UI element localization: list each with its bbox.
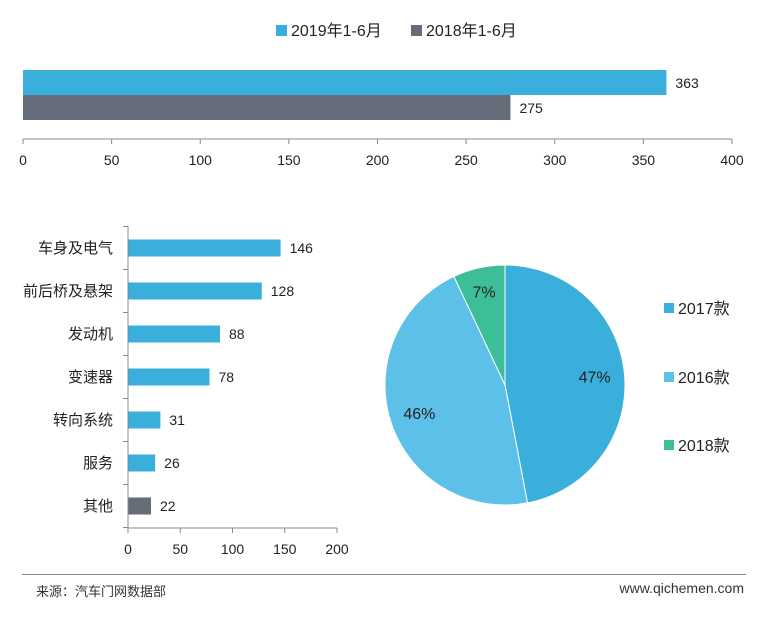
pie-label-0: 47% [579,370,611,387]
category-bar-0 [128,239,281,257]
category-label-0: 车身及电气 [38,240,113,257]
category-bar-4 [128,411,161,429]
category-value-3: 78 [219,369,235,385]
category-bar-1 [128,282,262,300]
category-label-2: 发动机 [68,326,113,343]
category-label-3: 变速器 [68,369,113,386]
footer-divider [22,574,746,575]
chart-canvas: 2019年1-6月 2018年1-6月 363 275 0 50 100 150 200 250 3… [19,22,744,557]
x-tick-label-3: 150 [277,152,301,168]
category-bar-5 [128,454,156,472]
category-label-1: 前后桥及悬架 [23,283,113,300]
category-bar-2 [128,325,220,343]
bar-0 [23,70,667,95]
x2-tick-label-3: 150 [273,541,297,557]
category-label-6: 其他 [83,498,113,515]
category-label-4: 转向系统 [53,412,113,429]
category-label-5: 服务 [83,455,113,472]
x-tick-label-0: 0 [19,152,27,168]
category-value-0: 146 [290,240,314,256]
pie-label-2: 7% [472,284,495,301]
category-value-5: 26 [164,455,180,471]
data-label-0: 363 [675,75,699,91]
x2-tick-label-4: 200 [325,541,349,557]
category-bar-6 [128,497,151,515]
pie-legend-label-2: 2018款 [678,437,730,455]
x-tick-label-2: 100 [189,152,213,168]
pie-legend-label-0: 2017款 [678,300,730,318]
legend-label-0: 2019年1-6月 [291,22,382,40]
legend-label-1: 2018年1-6月 [426,22,517,40]
legend-swatch-1 [411,25,422,36]
pie-label-1: 46% [403,406,435,423]
pie-slice-0 [504,264,626,504]
x-tick-label-8: 400 [720,152,744,168]
category-bar-3 [128,368,210,386]
legend-swatch-0 [276,25,287,36]
bar-1 [23,95,511,120]
data-label-1: 275 [519,100,543,116]
pie-legend-swatch-1 [664,372,674,382]
site-url: www.qichemen.com [619,580,745,596]
pie-slice-1 [384,275,529,506]
x-tick-label-6: 300 [543,152,567,168]
source-note: 来源：汽车门网数据部 [36,584,167,599]
pie-legend-swatch-0 [664,303,674,313]
pie-legend-label-1: 2016款 [678,369,730,387]
x2-tick-label-2: 100 [221,541,245,557]
x2-tick-label-1: 50 [172,541,188,557]
x2-tick-label-0: 0 [124,541,132,557]
category-value-2: 88 [229,326,245,342]
x-tick-label-1: 50 [104,152,120,168]
pie-legend-swatch-2 [664,440,674,450]
category-value-1: 128 [271,283,295,299]
x-tick-label-4: 200 [366,152,390,168]
x-tick-label-7: 350 [632,152,656,168]
pie-slice-2 [453,264,506,386]
x-tick-label-5: 250 [454,152,478,168]
category-value-6: 22 [160,498,176,514]
category-value-4: 31 [169,412,185,428]
